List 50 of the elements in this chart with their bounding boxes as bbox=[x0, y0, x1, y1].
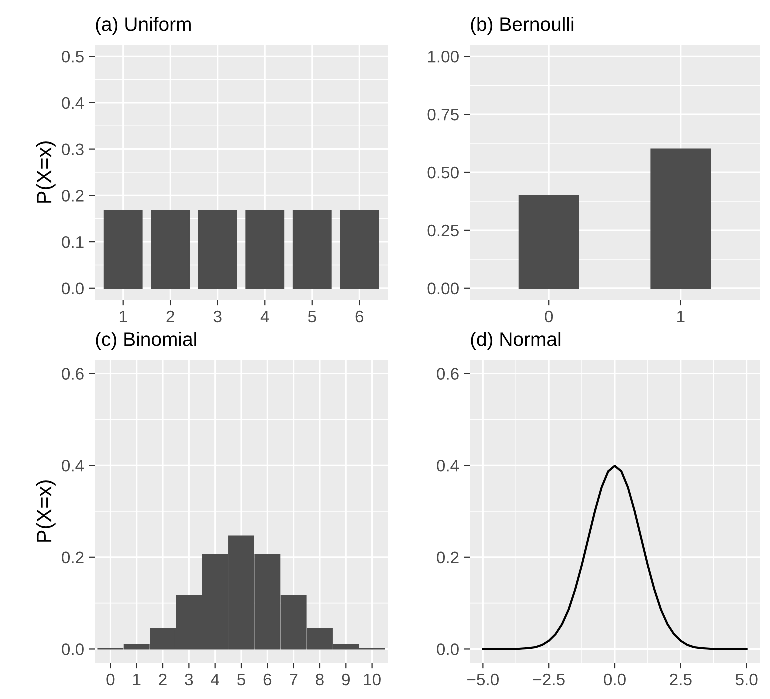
y-axis-title: P(X=x) bbox=[36, 142, 56, 203]
x-tick-label: 0.0 bbox=[604, 674, 626, 686]
y-tick-label: 0.4 bbox=[62, 460, 84, 472]
x-tick-label: 3 bbox=[185, 674, 194, 686]
x-tick-label: 5.0 bbox=[736, 674, 758, 686]
y-tick-label: 0.6 bbox=[62, 368, 84, 380]
y-tick-label: 0.75 bbox=[428, 108, 459, 121]
x-tick-label: 1 bbox=[120, 311, 128, 322]
chart-title: (c) Binomial bbox=[96, 332, 196, 350]
x-tick-label: 4 bbox=[260, 311, 270, 322]
y-axis-title: P(X=x) bbox=[36, 480, 56, 542]
x-tick-label: 0 bbox=[106, 674, 115, 686]
y-tick-label: 0.0 bbox=[62, 282, 84, 295]
y-tick-label: 0.50 bbox=[428, 166, 459, 179]
y-tick-label: 0.00 bbox=[428, 282, 459, 295]
y-tick-label: 1.00 bbox=[428, 50, 459, 63]
x-tick-label: 3 bbox=[214, 310, 222, 323]
y-tick-label: 0.2 bbox=[62, 552, 84, 564]
x-tick-label: 8 bbox=[316, 674, 324, 686]
x-tick-label: 2.5 bbox=[670, 674, 692, 686]
x-tick-label: 7 bbox=[290, 674, 298, 686]
x-tick-label: 5 bbox=[308, 311, 316, 323]
y-tick-label: 0.2 bbox=[437, 552, 459, 564]
chart-title: (b) Bernoulli bbox=[471, 17, 574, 36]
x-tick-label: 1 bbox=[133, 674, 141, 686]
x-tick-label: 9 bbox=[342, 674, 350, 686]
y-tick-label: 0.5 bbox=[62, 50, 84, 63]
y-tick-label: 0.2 bbox=[62, 190, 84, 202]
chart-title: (a) Uniform bbox=[96, 17, 191, 36]
y-tick-label: 0.25 bbox=[428, 224, 459, 237]
x-tick-label: 4 bbox=[211, 674, 220, 686]
x-tick-label: 2 bbox=[159, 674, 167, 686]
y-tick-label: 0.4 bbox=[62, 97, 84, 110]
x-tick-label: 6 bbox=[356, 310, 364, 323]
chart-title: (d) Normal bbox=[471, 332, 561, 350]
x-tick-label: 6 bbox=[264, 674, 272, 686]
x-tick-label: 0 bbox=[545, 310, 554, 323]
line-series bbox=[482, 465, 748, 650]
y-tick-label: 0.3 bbox=[62, 144, 84, 156]
x-tick-label: 10 bbox=[364, 674, 381, 686]
x-tick-label: −2.5 bbox=[533, 674, 565, 686]
y-tick-label: 0.1 bbox=[62, 236, 84, 248]
x-tick-label: 5 bbox=[238, 674, 246, 686]
x-tick-label: 2 bbox=[166, 310, 174, 322]
x-tick-label: 1 bbox=[678, 311, 685, 322]
y-tick-label: 0.0 bbox=[437, 644, 459, 656]
y-tick-label: 0.6 bbox=[437, 368, 459, 380]
y-tick-label: 0.4 bbox=[437, 460, 460, 472]
x-tick-label: −5.0 bbox=[468, 674, 499, 686]
y-tick-label: 0.0 bbox=[62, 644, 84, 656]
